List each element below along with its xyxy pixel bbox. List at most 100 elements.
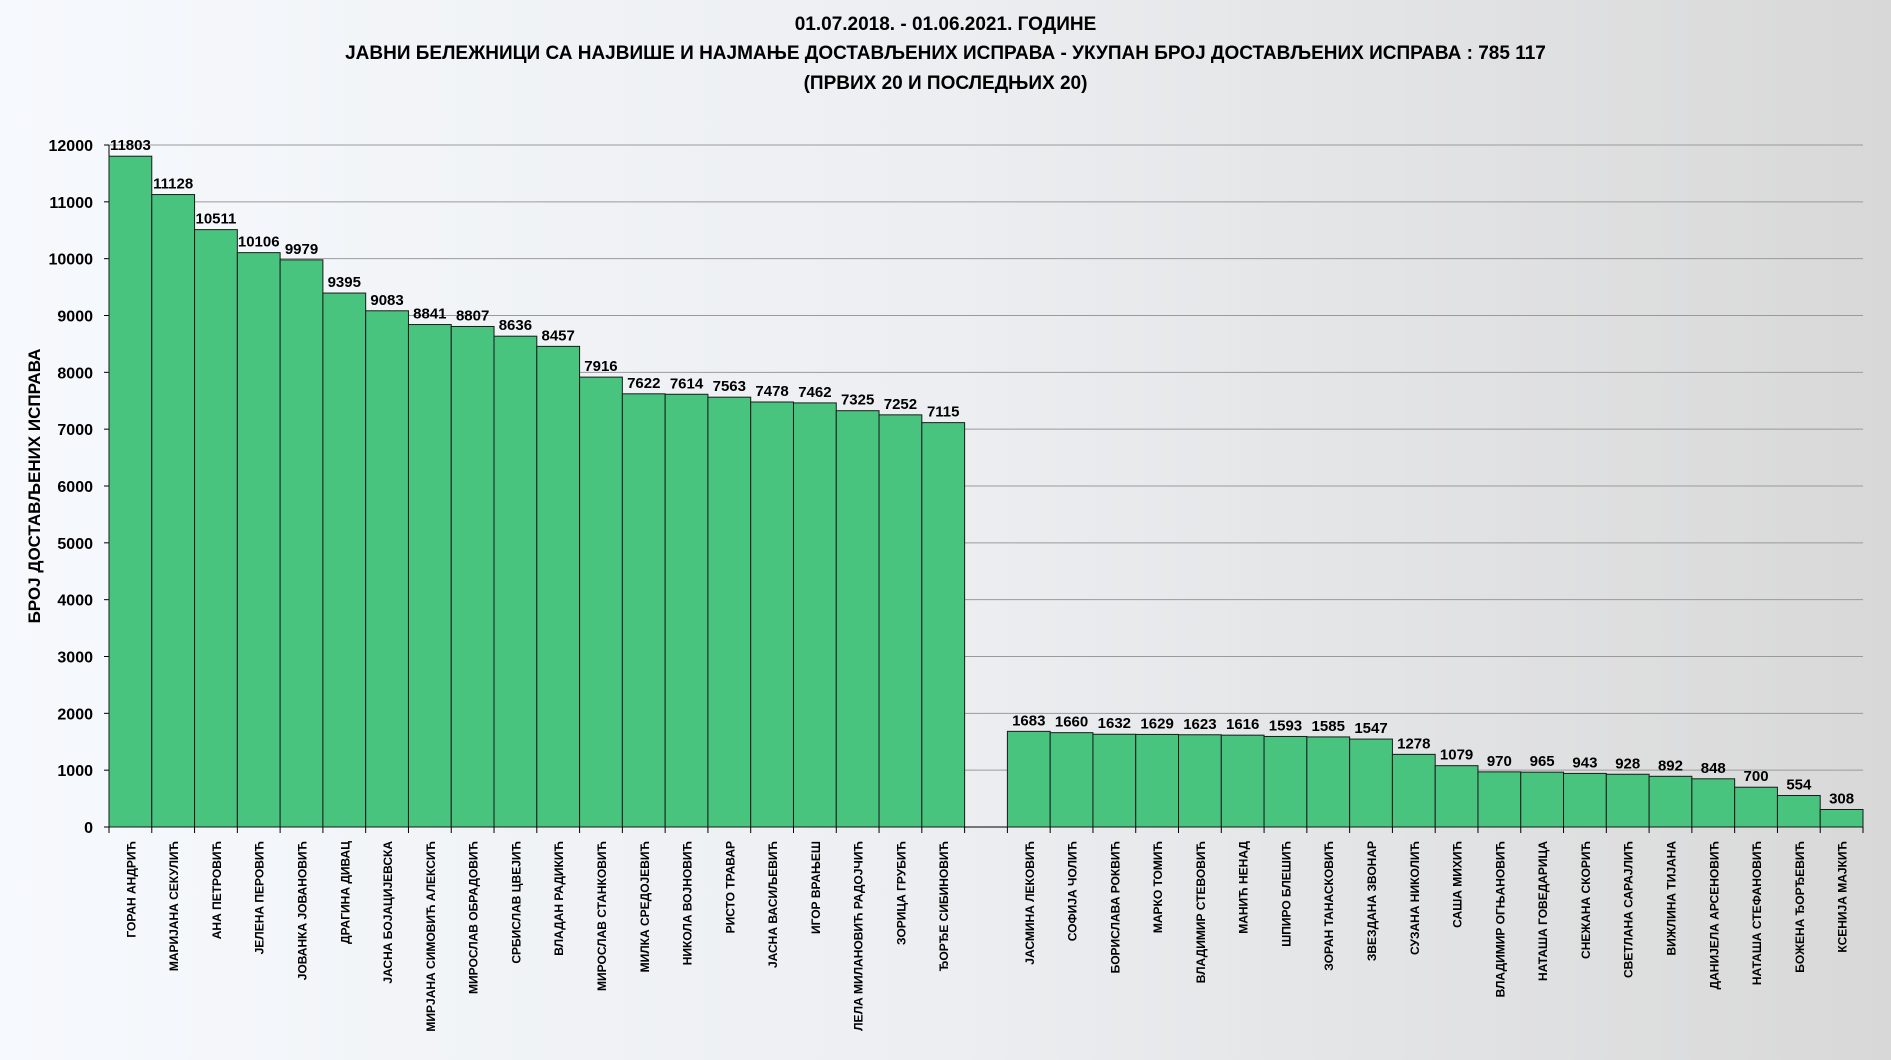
y-tick-label: 10000 <box>49 252 94 269</box>
bar <box>108 155 153 828</box>
x-tick-label: СВЕТЛАНА САРАЈЛИЋ <box>1622 841 1636 978</box>
data-label: 965 <box>1530 753 1555 770</box>
x-tick-label: МИРОСЛАВ СТАНКОВИЋ <box>595 841 609 991</box>
data-label: 1079 <box>1440 747 1473 764</box>
bar <box>750 401 794 828</box>
bar <box>1391 753 1436 828</box>
bar <box>407 324 452 828</box>
x-tick-label: СОФИЈА ЧОЛИЋ <box>1066 841 1080 941</box>
data-label: 892 <box>1658 757 1683 774</box>
y-tick-label: 11000 <box>49 195 93 212</box>
data-label: 7614 <box>670 375 704 392</box>
chart-title-subtitle: (ПРВИХ 20 И ПОСЛЕДЊИХ 20) <box>803 73 1088 94</box>
data-label: 7115 <box>927 404 960 421</box>
x-tick-label: ИГОР ВРАЊЕШ <box>809 841 823 934</box>
bar <box>1263 735 1308 828</box>
data-label: 11803 <box>110 137 151 154</box>
x-tick-label: ЗВЕЗДАНА ЗВОНАР <box>1365 841 1379 961</box>
y-tick-label: 2000 <box>57 706 93 723</box>
x-tick-label: САША МИХИЋ <box>1451 841 1465 928</box>
bar <box>194 229 238 828</box>
bar <box>621 393 666 828</box>
x-tick-label: НАТАША СТЕФАНОВИЋ <box>1750 841 1764 985</box>
bar <box>707 396 752 828</box>
x-tick-label: ЗОРАН ТАНАСКОВИЋ <box>1322 841 1336 971</box>
x-tick-label: ЈОВАНКА ЈОВАНОВИЋ <box>296 841 310 980</box>
x-tick-label: ЈАСНА ВАСИЉЕВИЋ <box>766 841 780 968</box>
bar <box>1776 795 1821 828</box>
x-tick-label: АНА ПЕТРОВИЋ <box>210 841 224 939</box>
data-label: 11128 <box>153 176 193 193</box>
data-label: 943 <box>1572 754 1597 771</box>
bar <box>1691 778 1736 828</box>
bar <box>664 393 709 828</box>
x-tick-label: ЈЕЛЕНА ПЕРОВИЋ <box>253 841 267 954</box>
x-tick-label: КСЕНИЈА МАЈКИЋ <box>1836 841 1850 953</box>
bar <box>1477 771 1522 828</box>
x-tick-label: ЈАСМИНА ЛЕКОВИЋ <box>1023 841 1037 965</box>
x-tick-label: ДРАГИНА ДИВАЦ <box>338 841 352 944</box>
bar <box>151 194 196 828</box>
data-label: 10106 <box>238 234 280 251</box>
bar <box>835 410 880 828</box>
data-label: 7563 <box>713 378 746 395</box>
bar <box>1092 733 1137 828</box>
data-label: 1683 <box>1012 712 1045 729</box>
bar <box>1734 786 1778 828</box>
data-label: 10511 <box>196 211 237 228</box>
x-tick-label: ВЛАДИМИР СТЕВОВИЋ <box>1194 841 1208 983</box>
y-tick-label: 4000 <box>57 593 93 610</box>
bar <box>493 335 538 828</box>
x-tick-label: ШПИРО БЛЕШИЋ <box>1279 841 1293 947</box>
x-tick-label: БОЖЕНА ЂОРЂЕВИЋ <box>1793 841 1807 973</box>
x-tick-label: МИРЈАНА СИМОВИЋ АЛЕКСИЋ <box>424 841 438 1032</box>
bar <box>536 345 581 828</box>
y-axis-label: БРОЈ ДОСТАВЉЕНИХ ИСПРАВА <box>25 349 44 624</box>
data-label: 9979 <box>285 241 318 258</box>
x-tick-label: ЂОРЂЕ СИБИНОВИЋ <box>937 841 951 971</box>
data-label: 928 <box>1615 755 1640 772</box>
data-label: 8807 <box>456 307 489 324</box>
data-label: 7462 <box>798 384 831 401</box>
bar <box>1049 732 1094 828</box>
data-label: 1547 <box>1354 720 1387 737</box>
data-label: 7916 <box>584 358 617 375</box>
data-label: 1585 <box>1312 718 1345 735</box>
bar <box>1006 730 1051 828</box>
data-label: 1629 <box>1140 715 1173 732</box>
data-label: 970 <box>1487 753 1512 770</box>
bar <box>878 414 923 828</box>
data-label: 7325 <box>841 392 874 409</box>
y-tick-label: 12000 <box>49 138 94 155</box>
bar <box>792 402 837 828</box>
data-label: 700 <box>1744 768 1769 785</box>
bar <box>1648 775 1693 828</box>
bar <box>1349 738 1393 828</box>
x-tick-label: НИКОЛА ВОЈНОВИЋ <box>681 841 695 965</box>
data-label: 1660 <box>1055 714 1088 731</box>
bar <box>921 422 966 828</box>
x-tick-label: БОРИСЛАВА РОКВИЋ <box>1108 841 1122 973</box>
data-label: 554 <box>1786 777 1812 794</box>
bar <box>1605 773 1650 828</box>
x-tick-label: ЗОРИЦА ГРУБИЋ <box>894 841 908 945</box>
bar <box>1563 772 1607 828</box>
x-tick-label: СНЕЖАНА СКОРИЋ <box>1579 841 1593 959</box>
y-tick-label: 6000 <box>57 479 93 496</box>
data-label: 1278 <box>1397 735 1430 752</box>
chart-title-period: 01.07.2018. - 01.06.2021. ГОДИНЕ <box>794 14 1097 35</box>
bar <box>236 252 281 828</box>
x-tick-label: МИЛКА СРЕДОЈЕВИЋ <box>638 841 652 972</box>
chart-title-main: ЈАВНИ БЕЛЕЖНИЦИ СА НАЈВИШЕ И НАЈМАЊЕ ДОС… <box>345 43 1546 64</box>
data-label: 9395 <box>328 274 361 291</box>
bar <box>1220 734 1265 828</box>
x-tick-label: ЈАСНА БОЈАЦИЈЕВСКА <box>381 841 395 984</box>
data-label: 7478 <box>755 383 788 400</box>
x-tick-label: ВЛАДИМИР ОГЊАНОВИЋ <box>1493 841 1507 997</box>
x-tick-label: НАТАША ГОВЕДАРИЦА <box>1536 841 1550 981</box>
bar <box>1178 734 1222 828</box>
bar <box>279 259 324 828</box>
bar <box>322 292 367 828</box>
data-label: 9083 <box>370 292 403 309</box>
